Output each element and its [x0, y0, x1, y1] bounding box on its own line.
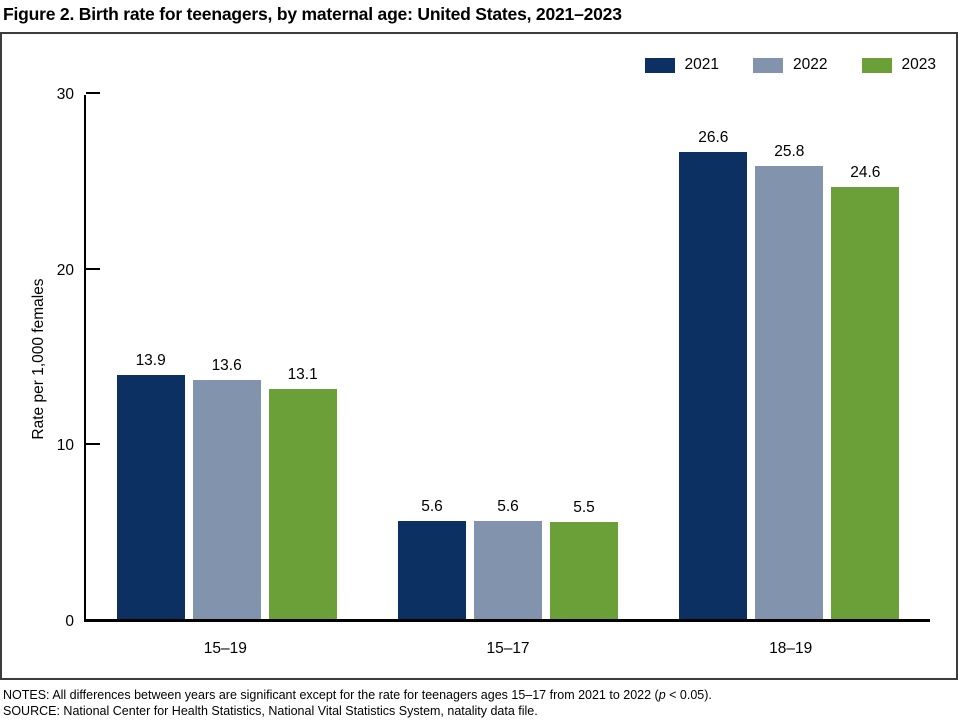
legend-label: 2022 — [793, 56, 828, 73]
notes-italic-p: p — [658, 688, 666, 702]
legend: 2021 2022 2023 — [644, 56, 936, 74]
bar-value-label: 25.8 — [774, 142, 805, 160]
bar-2022 — [473, 520, 542, 619]
bar-with-label: 25.8 — [755, 142, 824, 619]
bar-groups: 13.9 13.6 13.1 5.6 5.6 5.5 26.6 25.8 24.6 — [86, 95, 930, 619]
bar-value-label: 26.6 — [698, 128, 729, 146]
y-axis-tick-label: 10 — [56, 437, 74, 455]
bar-value-label: 5.6 — [497, 497, 519, 515]
bar-with-label: 24.6 — [831, 163, 900, 619]
footer-notes: NOTES: All differences between years are… — [3, 687, 712, 719]
bar-2023 — [268, 388, 337, 619]
bar-with-label: 26.6 — [679, 128, 748, 619]
bar-2021 — [679, 151, 748, 619]
bar-value-label: 5.6 — [421, 497, 443, 515]
legend-label: 2023 — [901, 56, 936, 73]
bar-2023 — [549, 522, 618, 619]
bar-with-label: 13.1 — [268, 365, 337, 619]
chart-frame: 2021 2022 2023 Rate per 1,000 females 13.9… — [0, 32, 958, 680]
legend-swatch — [644, 57, 675, 73]
bar-value-label: 13.6 — [211, 357, 242, 375]
notes-text-end: < 0.05). — [665, 688, 712, 702]
y-axis-tick-mark — [86, 267, 100, 270]
bar-value-label: 13.1 — [287, 365, 318, 383]
y-axis-tick-label: 0 — [65, 613, 74, 630]
bar-value-label: 5.5 — [573, 499, 595, 517]
bar-group: 5.6 5.6 5.5 — [367, 95, 648, 619]
bar-with-label: 13.9 — [116, 351, 185, 619]
x-axis-category-label: 18–19 — [769, 640, 813, 657]
bar-2022 — [755, 165, 824, 619]
bar-value-label: 24.6 — [850, 163, 881, 181]
bar-2022 — [192, 380, 261, 619]
page-title: Figure 2. Birth rate for teenagers, by m… — [3, 4, 622, 24]
bar-2023 — [831, 186, 900, 619]
notes-text: NOTES: All differences between years are… — [3, 688, 659, 702]
bar-with-label: 13.6 — [192, 357, 261, 619]
x-axis-category-label: 15–19 — [203, 640, 247, 657]
bar-with-label: 5.6 — [397, 497, 466, 619]
source-line: SOURCE: National Center for Health Stati… — [3, 704, 538, 718]
bar-group: 13.9 13.6 13.1 — [86, 95, 367, 619]
y-axis-tick-label: 30 — [56, 86, 74, 103]
legend-item: 2023 — [861, 56, 936, 74]
y-axis-tick-label: 20 — [56, 261, 74, 279]
bar-with-label: 5.6 — [473, 497, 542, 619]
notes-line: NOTES: All differences between years are… — [3, 687, 712, 703]
bar-2021 — [116, 374, 185, 619]
legend-swatch — [753, 57, 784, 73]
legend-item: 2021 — [644, 56, 720, 74]
plot-area: 13.9 13.6 13.1 5.6 5.6 5.5 26.6 25.8 24.6 — [84, 92, 930, 622]
legend-label: 2021 — [684, 56, 720, 73]
bar-group: 26.6 25.8 24.6 — [649, 95, 930, 619]
bar-2021 — [397, 520, 466, 619]
legend-swatch — [861, 57, 892, 73]
bar-value-label: 13.9 — [135, 351, 166, 369]
y-axis-tick-mark — [86, 92, 100, 94]
y-axis-tick-mark — [86, 443, 100, 446]
bar-with-label: 5.5 — [549, 499, 618, 619]
legend-item: 2022 — [753, 56, 828, 74]
y-axis-title: Rate per 1,000 females — [30, 278, 47, 440]
x-axis-labels: 15–19 15–17 18–19 — [84, 640, 932, 658]
x-axis-category-label: 15–17 — [486, 640, 530, 657]
